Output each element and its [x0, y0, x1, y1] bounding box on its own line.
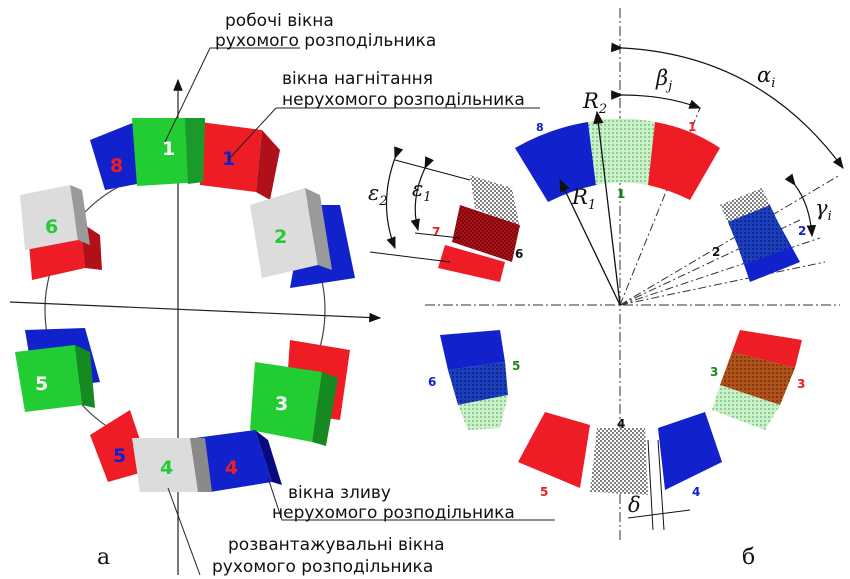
- b-num-1-red: 1: [688, 120, 696, 134]
- b-segment-7: 7 6 ε2 ε1: [368, 146, 523, 282]
- arrow-R2: [593, 110, 621, 306]
- eps-line-2: [369, 251, 451, 263]
- panel-b: 8 1 1 R2 R1 αi βj γi 2 2 7 6: [368, 8, 844, 570]
- b-num-4-blue: 4: [692, 485, 700, 499]
- callout-unload: [167, 487, 201, 576]
- left-num-6: 6: [45, 216, 58, 238]
- left-num-4: 4: [160, 457, 173, 479]
- callout-drain: [267, 477, 555, 521]
- b-segment-6: 6 5: [428, 330, 520, 430]
- segment-2: 2: [250, 188, 355, 288]
- sym-delta: δ: [628, 493, 641, 517]
- arc-gamma: [784, 173, 817, 238]
- left-num-3: 3: [275, 393, 288, 415]
- b-radial-3: [619, 237, 821, 306]
- arc-eps1: [410, 156, 434, 232]
- arc-eps2: [385, 146, 404, 250]
- b-segment-3: 3 3: [710, 330, 805, 430]
- sym-R1: R1: [571, 185, 596, 213]
- left-num-5: 5: [35, 373, 48, 395]
- delta-line-1: [647, 439, 654, 531]
- label-injection-1: вікна нагнітання: [282, 69, 433, 89]
- label-working-2: рухомого розподільника: [215, 31, 436, 51]
- label-injection-2: нерухомого розподільника: [282, 90, 525, 110]
- segment-5: 5: [15, 328, 100, 412]
- b-num-5-green: 5: [512, 359, 520, 373]
- b-num-6-blue: 6: [428, 375, 436, 389]
- left-num-2: 2: [274, 226, 287, 248]
- b-num-2-dark: 2: [712, 245, 720, 259]
- segment-bottom: 5 4 4: [90, 410, 282, 492]
- label-unload-2: рухомого розподільника: [212, 557, 433, 577]
- b-num-6: 6: [515, 247, 523, 261]
- b-segment-top: 8 1 1: [515, 118, 720, 202]
- panel-a: 6 8 1 1 2 5: [9, 11, 555, 577]
- panel-label-a: а: [97, 545, 110, 570]
- b-segment-2: 2 2: [712, 188, 806, 282]
- label-drain-1: вікна зливу: [288, 483, 391, 503]
- left-num-5-blue: 5: [113, 445, 126, 467]
- arc-beta: [611, 90, 702, 109]
- b-radial-4: [619, 261, 826, 306]
- segment-6: 6: [20, 185, 102, 280]
- eps-line-3: [414, 232, 461, 239]
- sym-gamma: γi: [815, 196, 832, 224]
- sym-eps1: ε1: [412, 177, 432, 205]
- left-num-8: 8: [110, 155, 123, 177]
- b-num-1-green: 1: [617, 187, 625, 201]
- callout-working: [164, 47, 300, 143]
- left-num-1-green: 1: [162, 138, 175, 160]
- sym-eps2: ε2: [368, 181, 388, 209]
- arc-alpha: [610, 42, 844, 169]
- callout-injection: [227, 107, 540, 161]
- b-segment-bottom: 5 4 4 δ: [518, 412, 722, 531]
- b-num-4: 4: [617, 417, 625, 431]
- label-unload-1: розвантажувальні вікна: [228, 535, 445, 555]
- sym-beta: βj: [655, 66, 672, 94]
- sym-R2: R2: [582, 89, 607, 117]
- b-num-5-red: 5: [540, 485, 548, 499]
- b-radial-alpha: [619, 174, 841, 306]
- delta-line-2: [657, 439, 665, 531]
- b-num-2: 2: [798, 224, 806, 238]
- delta-dim: [627, 509, 691, 519]
- panel-label-b: б: [742, 545, 755, 570]
- b-num-8: 8: [536, 121, 544, 134]
- segment-top: 8 1 1: [90, 118, 280, 200]
- label-working-1: робочі вікна: [225, 11, 334, 31]
- label-drain-2: нерухомого розподільника: [272, 503, 515, 523]
- b-num-3-green: 3: [710, 365, 718, 379]
- left-num-4-red: 4: [225, 457, 238, 479]
- arrow-R1: [559, 178, 621, 306]
- sym-alpha: αi: [757, 63, 775, 91]
- b-num-7: 7: [432, 225, 440, 239]
- b-num-3-red: 3: [797, 377, 805, 391]
- segment-3: 3: [250, 340, 350, 446]
- eps-line-1: [394, 159, 471, 181]
- horizontal-axis: [9, 301, 382, 323]
